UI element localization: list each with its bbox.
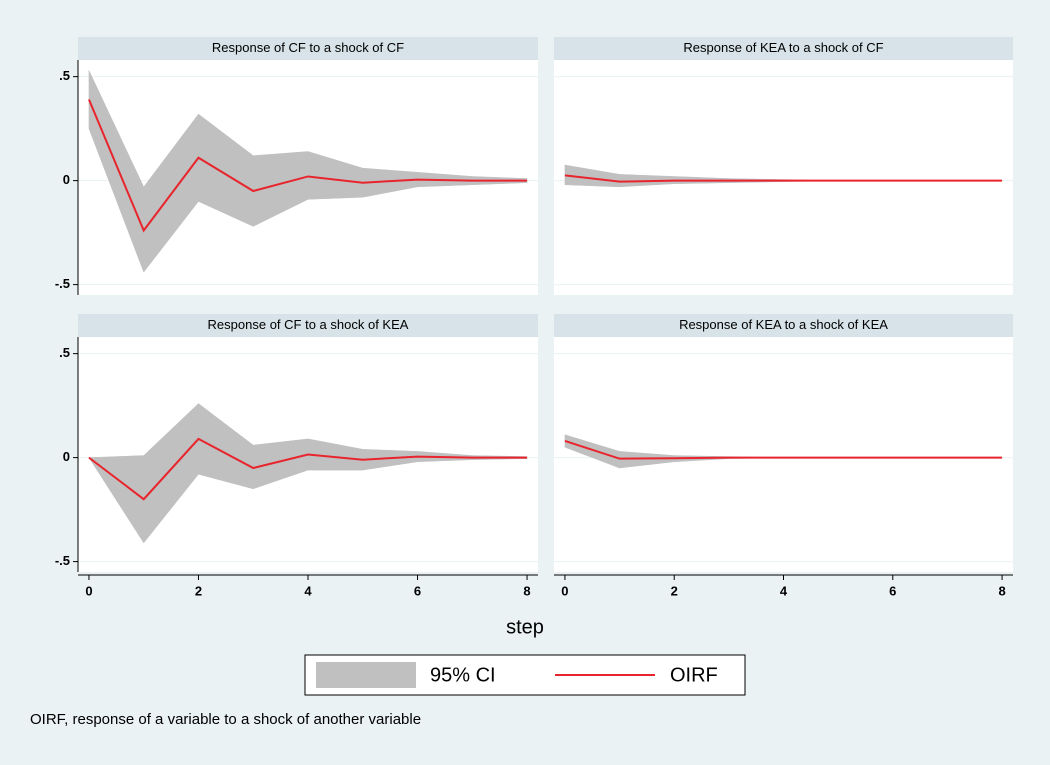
y-tick-label: -.5 (55, 553, 70, 568)
x-tick-label: 4 (304, 583, 312, 598)
y-tick-label: 0 (63, 449, 70, 464)
legend-label: 95% CI (430, 664, 496, 686)
y-tick-label: 0 (63, 172, 70, 187)
panel-strip (78, 37, 538, 60)
x-tick-label: 8 (998, 583, 1005, 598)
panel-title: Response of KEA to a shock of CF (683, 40, 883, 55)
oirf-line (564, 174, 1003, 183)
y-tick-label: .5 (59, 68, 70, 83)
oirf-line (88, 99, 528, 233)
panel-strip (554, 37, 1013, 60)
legend-swatch (316, 662, 416, 688)
panel-title: Response of KEA to a shock of KEA (679, 317, 888, 332)
panel-title: Response of CF to a shock of KEA (208, 317, 409, 332)
x-tick-label: 6 (889, 583, 896, 598)
x-tick-label: 0 (85, 583, 92, 598)
y-tick-label: -.5 (55, 276, 70, 291)
x-tick-label: 8 (523, 583, 530, 598)
y-tick-label: .5 (59, 345, 70, 360)
oirf-line (88, 437, 528, 501)
oirf-line (564, 440, 1003, 460)
x-tick-label: 2 (195, 583, 202, 598)
x-axis-label: step (506, 616, 544, 638)
panel-title: Response of CF to a shock of CF (212, 40, 404, 55)
panel-strip (554, 314, 1013, 337)
x-tick-label: 0 (561, 583, 568, 598)
note: OIRF, response of a variable to a shock … (30, 711, 421, 728)
ci-band (88, 70, 528, 273)
panel-strip (78, 314, 538, 337)
x-tick-label: 6 (414, 583, 421, 598)
x-tick-label: 4 (780, 583, 788, 598)
x-tick-label: 2 (671, 583, 678, 598)
legend-label: OIRF (670, 664, 718, 686)
